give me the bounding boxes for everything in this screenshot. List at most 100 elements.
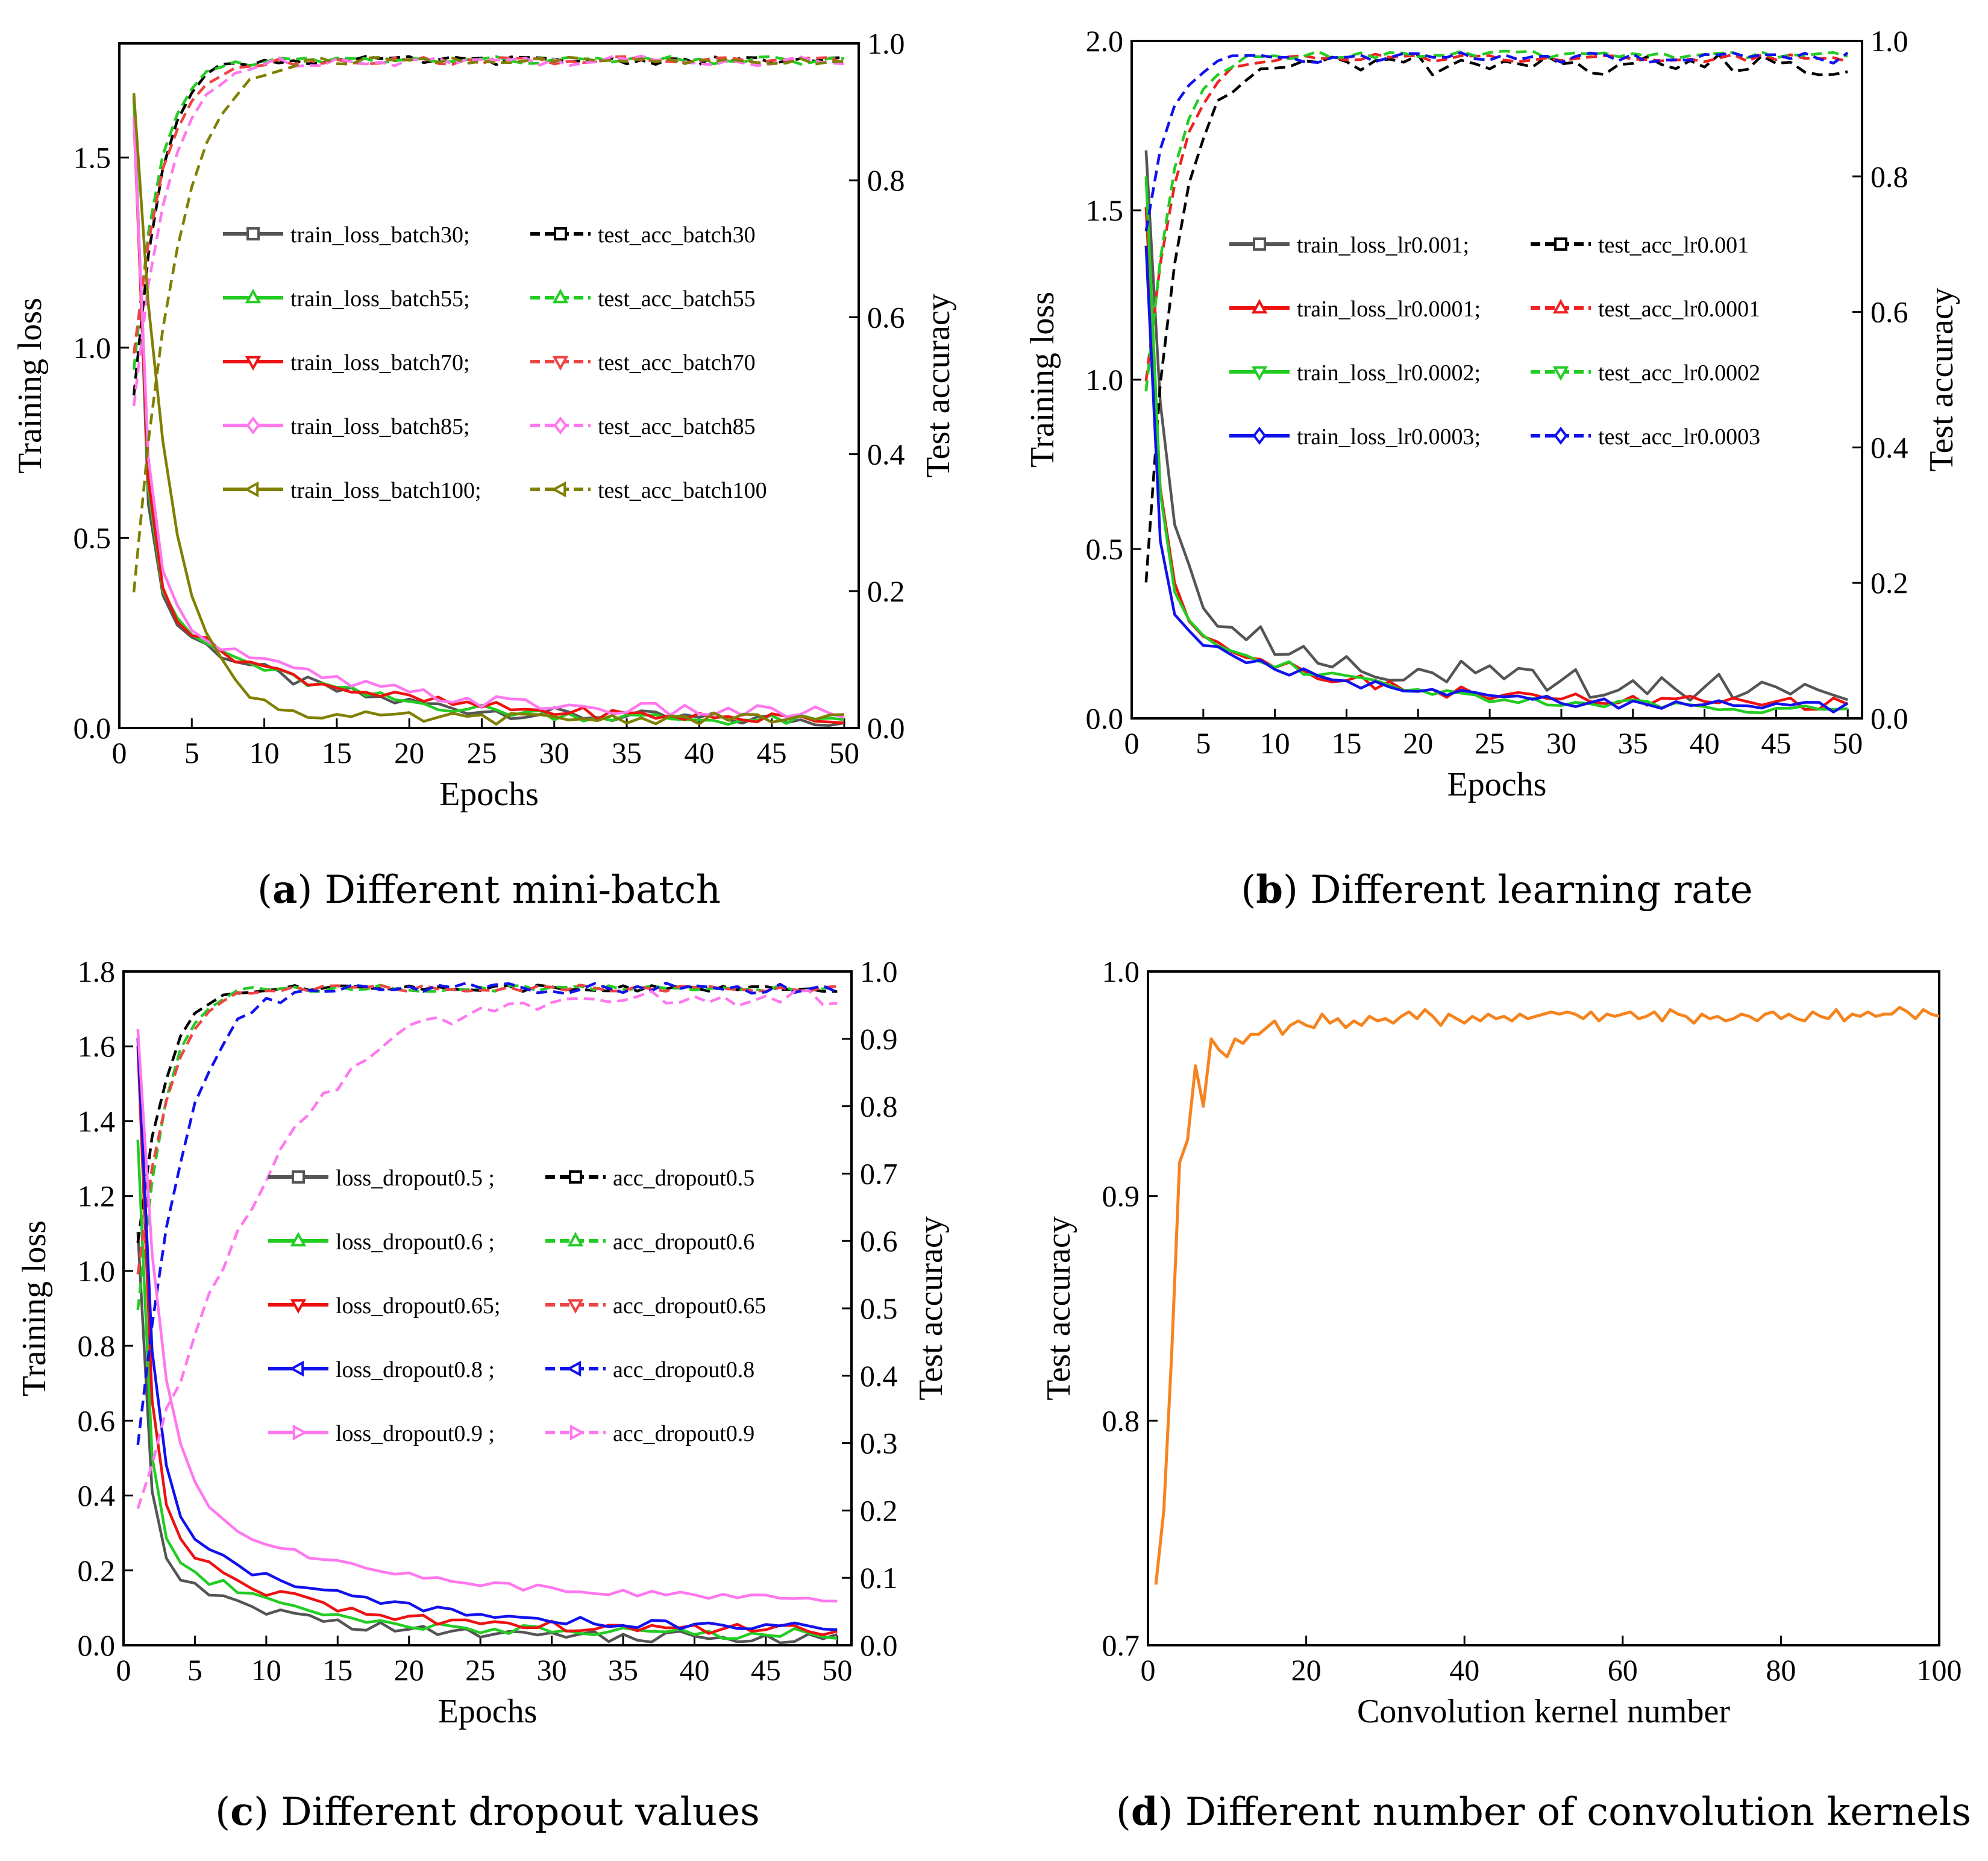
legend-marker [566,1360,582,1377]
caption-text: ) Different learning rate [1283,868,1753,912]
legend-label: train_loss_batch70; [290,350,470,375]
y2-axis-label: Test accuracy [1923,287,1960,471]
x-tick-label: 5 [187,1653,202,1687]
caption-letter: c [230,1789,254,1834]
x-tick-label: 50 [822,1653,852,1687]
legend-marker [554,227,567,240]
x-tick-label: 25 [466,736,497,770]
y2-tick-label: 0.8 [1870,160,1908,193]
y2-tick-label: 0.2 [1870,566,1908,600]
y2-tick-label: 1.0 [1870,24,1908,58]
series-line-train-loss-lr0-001 [1144,150,1848,702]
y2-tick-label: 1.0 [860,955,898,988]
legend-marker [1251,299,1268,314]
y2-tick-label: 0.7 [860,1156,898,1190]
y2-tick-label: 0.2 [860,1493,898,1527]
y2-tick-label: 0.0 [860,1628,898,1662]
x-tick-label: 0 [116,1653,131,1687]
x-tick-label: 15 [322,1653,353,1687]
x-tick-label: 50 [1833,726,1863,760]
series-line-train-loss-batch100 [132,93,844,726]
series-line-test-acc-lr0-0003 [1144,51,1849,231]
y2-tick-label: 0.0 [867,711,905,745]
legend-marker [244,481,259,498]
series-lines [132,54,845,727]
legend-marker [1252,427,1267,445]
series-line-test-acc-lr0-0001 [1144,52,1848,381]
legend-marker [292,1170,305,1184]
y2-tick-label: 0.6 [867,300,905,334]
legend: train_loss_lr0.001; test_acc_lr0.001train… [1229,233,1760,450]
x-tick-label: 45 [751,1653,781,1687]
panel-a: 0 5 10 15 20 25 30 35 40 45 500.00.51.01.50.00.20.… [11,27,957,912]
panel-d: 0 20 40 60 80 100 0.7 0.8 0.9 1.0 Convolution kern… [1040,955,1971,1834]
legend-label: acc_dropout0.9 [613,1421,754,1446]
x-tick-label: 40 [679,1653,709,1687]
y2-tick-label: 0.1 [860,1561,898,1595]
y2-tick-label: 0.4 [867,438,905,471]
x-tick-label: 15 [1331,726,1361,760]
y-tick-label: 1.0 [78,1254,116,1288]
legend-label: test_acc_lr0.0001 [1598,297,1760,322]
x-tick-label: 35 [612,736,642,770]
legend-label: train_loss_batch85; [290,414,470,439]
legend-label: train_loss_batch30; [290,222,470,248]
legend-label: acc_dropout0.6 [613,1229,754,1255]
x-tick-label: 35 [1618,726,1648,760]
legend-marker [1552,299,1569,314]
y-tick-label: 1.0 [1102,955,1140,988]
legend-marker [569,1424,585,1441]
legend-marker [567,1299,584,1314]
panel-caption: (a) Different mini-batch [257,867,721,912]
x-tick-label: 40 [684,736,714,770]
plot-frame [118,42,860,729]
y-tick-label: 1.8 [78,955,116,988]
caption-letter: d [1131,1789,1158,1834]
y-tick-label: 0.5 [1086,532,1124,566]
y2-tick-label: 0.2 [867,574,905,608]
series-line-test-accuracy [1154,1006,1939,1585]
y2-tick-label: 0.8 [860,1090,898,1123]
series-line-acc-dropout0-8 [136,981,838,1445]
series-line-train-loss-lr0-0003 [1144,245,1849,714]
y-tick-label: 1.5 [1086,193,1124,227]
legend-label: train_loss_lr0.0003; [1297,424,1481,450]
caption-paren-open: ( [1241,868,1256,912]
legend: train_loss_batch30; test_acc_batch30train… [223,222,767,503]
y2-tick-label: 0.5 [860,1291,898,1325]
legend-marker [1552,366,1569,381]
y-axis-label: Training loss [16,1220,53,1396]
x-tick-label: 10 [1260,726,1290,760]
x-tick-label: 5 [184,736,199,770]
legend-label: test_acc_lr0.0002 [1598,360,1760,386]
y2-tick-label: 0.0 [1870,701,1908,735]
y-tick-label: 0.4 [78,1479,116,1513]
series-line-acc-dropout0-9 [136,989,838,1510]
legend-marker [289,1360,304,1377]
x-tick-label: 10 [249,736,280,770]
legend-label: loss_dropout0.5 ; [336,1166,495,1191]
y2-tick-label: 0.4 [860,1359,898,1393]
caption-letter: a [272,867,297,912]
y2-tick-label: 0.9 [860,1022,898,1056]
x-tick-label: 0 [112,736,127,770]
y-tick-label: 0.2 [78,1554,116,1587]
x-tick-label: 35 [608,1653,638,1687]
series-line-test-acc-batch55 [132,55,844,370]
y-axis-label: Training loss [11,298,49,474]
x-tick-label: 100 [1917,1653,1962,1687]
x-tick-label: 80 [1766,1653,1796,1687]
x-tick-label: 40 [1690,726,1720,760]
legend-label: loss_dropout0.65; [336,1293,500,1319]
legend-marker [245,356,262,371]
legend-label: loss_dropout0.9 ; [336,1421,495,1446]
y2-tick-label: 0.6 [860,1224,898,1258]
caption-text: ) Different dropout values [254,1790,760,1834]
series-line-acc-dropout0-5 [136,984,838,1243]
x-tick-label: 5 [1196,726,1211,760]
legend-label: test_acc_batch30 [598,222,756,248]
legend: loss_dropout0.5 ; acc_dropout0.5 loss_drop… [268,1166,766,1446]
legend-label: test_acc_batch55 [598,286,756,312]
y-tick-label: 1.0 [74,331,111,365]
legend-marker [569,1170,582,1184]
